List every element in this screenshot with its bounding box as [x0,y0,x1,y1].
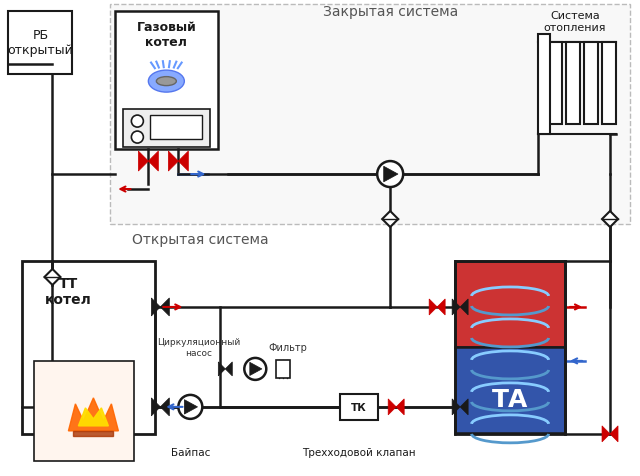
Text: Циркуляционный
насос: Циркуляционный насос [157,337,240,357]
Polygon shape [452,399,460,415]
Polygon shape [452,299,460,315]
Polygon shape [179,152,188,172]
Circle shape [131,116,143,128]
Bar [566,43,580,125]
Text: РБ
открытый: РБ открытый [8,29,74,57]
Ellipse shape [156,78,177,87]
Polygon shape [610,426,618,442]
Polygon shape [218,362,225,376]
Bar [455,261,565,434]
Circle shape [244,358,266,380]
Bar [548,43,562,125]
Text: ТА: ТА [492,387,528,411]
Polygon shape [388,399,396,415]
Polygon shape [437,299,445,315]
Polygon shape [161,298,170,316]
Bar [150,116,202,140]
Circle shape [179,395,202,419]
Polygon shape [382,211,398,228]
Bar [455,261,565,347]
Bar [110,5,630,225]
Polygon shape [138,152,148,172]
Polygon shape [429,299,437,315]
Polygon shape [396,399,404,415]
Bar [455,347,565,433]
Text: Закрытая система: Закрытая система [323,5,458,19]
Bar [602,43,616,125]
Bar [22,261,156,434]
Text: ТК: ТК [351,402,367,412]
Polygon shape [79,408,108,426]
Polygon shape [225,362,232,376]
Bar [35,361,134,461]
Text: Система
отопления: Система отопления [544,11,606,33]
Polygon shape [168,152,179,172]
Bar [115,12,218,150]
Bar [8,12,72,75]
Circle shape [377,162,403,188]
Bar [124,110,211,148]
Text: Газовый
котел: Газовый котел [136,21,196,49]
Text: ТТ
котел: ТТ котел [45,276,92,307]
Text: Фильтр: Фильтр [269,342,308,352]
Polygon shape [68,398,118,431]
Polygon shape [44,269,60,286]
Circle shape [131,132,143,144]
Polygon shape [152,398,161,416]
Text: Открытая система: Открытая система [132,232,269,247]
Bar [276,360,291,378]
Polygon shape [184,400,198,414]
Text: Трехходовой клапан: Трехходовой клапан [302,447,416,457]
Polygon shape [602,426,610,442]
Polygon shape [250,363,262,376]
Polygon shape [460,399,468,415]
Polygon shape [384,167,398,182]
Polygon shape [161,398,170,416]
Polygon shape [460,299,468,315]
Polygon shape [152,298,161,316]
Polygon shape [148,152,158,172]
Bar [340,394,378,420]
Bar [584,43,598,125]
Polygon shape [602,211,618,228]
Ellipse shape [148,71,184,93]
Bar [538,35,550,135]
Polygon shape [74,431,113,436]
Text: Байпас: Байпас [171,447,210,457]
